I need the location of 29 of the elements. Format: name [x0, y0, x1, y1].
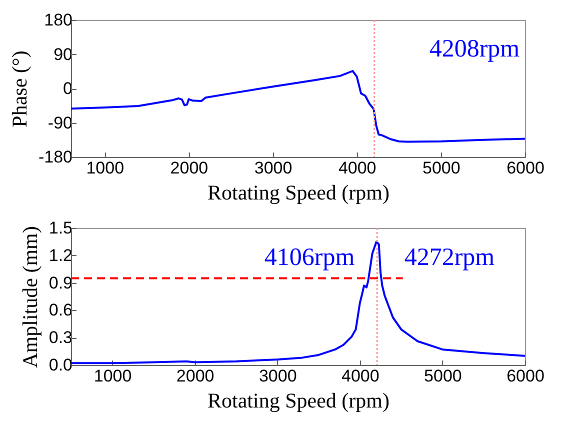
x-tick-label: 5000 [424, 366, 462, 386]
x-tick-label: 4000 [338, 158, 376, 178]
y-axis-title: Phase (°) [7, 50, 32, 128]
x-tick-label: 3000 [258, 366, 297, 386]
x-tick-label: 3000 [254, 158, 292, 178]
y-tick-label: 0.9 [48, 273, 72, 292]
annotation: 4106rpm [264, 244, 356, 272]
line-series [71, 70, 525, 143]
y-tick-label: 1.2 [48, 246, 72, 265]
x-tick-label: 6000 [506, 158, 544, 178]
y-axis-title: Amplitude (mm) [18, 226, 42, 368]
x-tick-label: 5000 [422, 158, 460, 178]
y-tick-label: 0.0 [48, 356, 72, 374]
x-tick-label: 4000 [341, 366, 380, 386]
x-tick-label: 2000 [170, 158, 208, 178]
x-tick-label: 1000 [86, 158, 124, 178]
x-tick-label: 2000 [176, 366, 214, 386]
x-axis-title: Rotating Speed (rpm) [208, 388, 390, 412]
x-tick-label: 1000 [94, 366, 132, 386]
y-tick-label: 0.6 [48, 300, 72, 320]
x-tick-label: 6000 [506, 366, 544, 386]
y-tick-label: 180 [44, 10, 72, 30]
y-tick-label: 0.3 [48, 328, 72, 348]
annotation: 4272rpm [404, 244, 496, 272]
y-tick-label: 1.5 [48, 218, 72, 238]
x-axis-title: Rotating Speed (rpm) [208, 180, 390, 204]
y-tick-label: -180 [38, 148, 72, 166]
annotation: 4208rpm [429, 36, 520, 62]
y-tick-label: -90 [48, 113, 72, 132]
